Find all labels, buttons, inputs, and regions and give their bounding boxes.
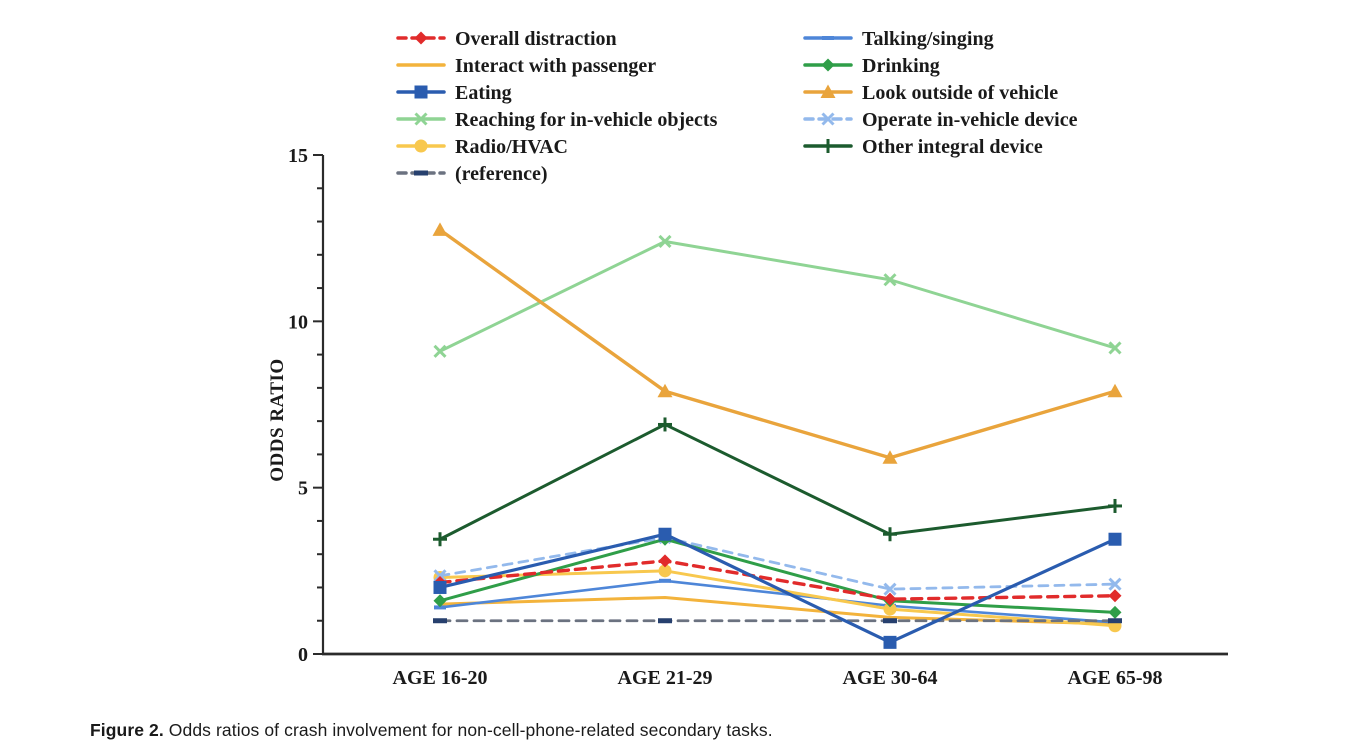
legend-label-talking-singing: Talking/singing: [862, 28, 994, 50]
y-axis-title: ODDS RATIO: [267, 358, 288, 481]
plot-area: [432, 222, 1123, 649]
legend-label-reference: (reference): [455, 163, 548, 185]
series-line-overall-distraction: [438, 559, 1117, 601]
legend-swatch-marker-operate-in-vehicle-device: [821, 112, 835, 126]
series-marker-operate-in-vehicle-device: [433, 569, 447, 583]
figure-caption-text: Odds ratios of crash involvement for non…: [163, 719, 773, 740]
legend-item-talking-singing: Talking/singing: [803, 28, 994, 50]
legend-swatch-marker-eating: [414, 85, 428, 99]
legend-item-eating: Eating: [396, 82, 512, 104]
series-marker-eating: [658, 527, 672, 541]
series-marker-overall-distraction: [658, 554, 672, 568]
series-reaching-for-in-vehicle-objects: [433, 234, 1122, 358]
legend-item-overall-distraction: Overall distraction: [396, 28, 617, 50]
legend-label-drinking: Drinking: [862, 55, 940, 77]
y-tick-label: 10: [288, 311, 308, 333]
odds-ratio-chart: 0 5 10 15 ODDS RATIO AGE 16-20 AGE 21-29 AGE 30…: [267, 28, 1228, 689]
series-line-look-outside-of-vehicle: [438, 228, 1117, 460]
series-marker-reaching-for-in-vehicle-objects: [1108, 341, 1122, 355]
axes: 0 5 10 15 ODDS RATIO AGE 16-20 AGE 21-29 AGE 30…: [267, 145, 1228, 689]
series-marker-drinking: [433, 594, 447, 608]
legend-item-other-integral-device: Other integral device: [803, 136, 1043, 158]
series-line-other-integral-device: [438, 422, 1117, 541]
series-marker-eating: [1108, 532, 1122, 546]
y-tick-label: 5: [298, 478, 308, 500]
series-marker-operate-in-vehicle-device: [1108, 577, 1122, 591]
series-look-outside-of-vehicle: [432, 222, 1123, 464]
legend-swatch-marker-overall-distraction: [414, 31, 428, 45]
series-marker-look-outside-of-vehicle: [1107, 383, 1123, 398]
series-marker-reaching-for-in-vehicle-objects: [658, 234, 672, 249]
series-line-reaching-for-in-vehicle-objects: [438, 239, 1117, 353]
legend-label-eating: Eating: [455, 82, 512, 104]
legend-swatch-marker-reaching-for-in-vehicle-objects: [414, 112, 428, 126]
series-line-drinking: [438, 537, 1117, 614]
series-marker-eating: [433, 580, 447, 594]
legend-label-interact-with-passenger: Interact with passenger: [455, 55, 656, 77]
series-marker-look-outside-of-vehicle: [657, 383, 673, 398]
series-eating: [433, 527, 1122, 649]
legend-item-interact-with-passenger: Interact with passenger: [396, 55, 656, 77]
legend-swatch-marker-radio-hvac: [414, 139, 428, 153]
series-marker-eating: [883, 635, 897, 649]
legend-item-reaching-for-in-vehicle-objects: Reaching for in-vehicle objects: [396, 109, 718, 131]
series-marker-radio-hvac: [883, 602, 897, 616]
x-category-label: AGE 21-29: [618, 667, 713, 689]
x-category-label: AGE 65-98: [1068, 667, 1163, 689]
series-marker-look-outside-of-vehicle: [432, 222, 448, 236]
figure-caption-label: Figure 2.: [90, 719, 164, 740]
x-category-label: AGE 30-64: [843, 667, 938, 689]
series-line-talking-singing: [438, 579, 1117, 624]
x-category-label: AGE 16-20: [393, 667, 488, 689]
legend-swatch-marker-look-outside-of-vehicle: [820, 84, 836, 98]
legend-label-radio-hvac: Radio/HVAC: [455, 136, 568, 158]
legend-item-reference: (reference): [396, 163, 548, 185]
series-marker-overall-distraction: [1108, 589, 1122, 603]
y-tick-label: 0: [298, 644, 308, 666]
y-tick-label: 15: [288, 145, 308, 167]
legend: Overall distraction Interact with passeng…: [396, 28, 1078, 185]
legend-label-operate-in-vehicle-device: Operate in-vehicle device: [862, 109, 1078, 131]
legend-label-other-integral-device: Other integral device: [862, 136, 1043, 158]
series-other-integral-device: [433, 417, 1122, 547]
legend-item-drinking: Drinking: [803, 55, 940, 77]
series-marker-drinking: [1108, 605, 1122, 619]
series-marker-overall-distraction: [883, 592, 897, 606]
legend-label-overall-distraction: Overall distraction: [455, 28, 617, 50]
legend-label-reaching-for-in-vehicle-objects: Reaching for in-vehicle objects: [455, 109, 718, 131]
series-marker-operate-in-vehicle-device: [883, 582, 897, 596]
series-line-operate-in-vehicle-device: [438, 536, 1117, 591]
figure-caption: Figure 2. Odds ratios of crash involveme…: [90, 720, 1290, 741]
series-marker-radio-hvac: [658, 564, 672, 578]
legend-item-radio-hvac: Radio/HVAC: [396, 136, 568, 158]
series-line-eating: [438, 532, 1117, 644]
legend-item-look-outside-of-vehicle: Look outside of vehicle: [803, 82, 1058, 104]
legend-item-operate-in-vehicle-device: Operate in-vehicle device: [803, 109, 1078, 131]
legend-swatch-marker-drinking: [821, 58, 835, 72]
series-marker-look-outside-of-vehicle: [882, 450, 898, 464]
legend-label-look-outside-of-vehicle: Look outside of vehicle: [862, 82, 1058, 104]
series-marker-reaching-for-in-vehicle-objects: [433, 344, 447, 358]
series-marker-reaching-for-in-vehicle-objects: [883, 273, 897, 287]
